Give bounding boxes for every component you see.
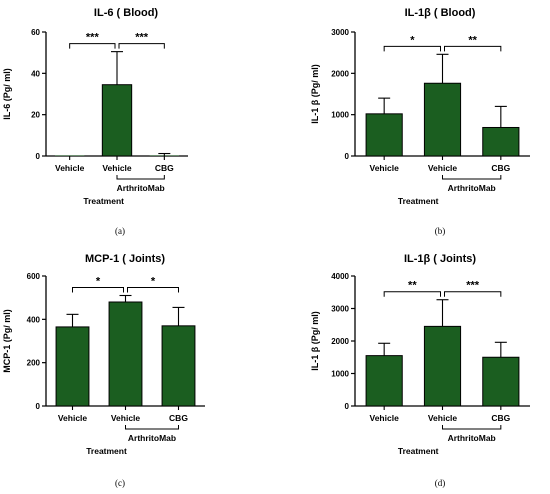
y-tick-label: 3000 [331,305,349,314]
chart-title: IL-6 ( Blood) [94,7,158,19]
group-label: ArthritoMab [117,183,165,193]
group-bracket [125,425,179,430]
chart-panel-1: IL-6 ( Blood) IL-6 (Pg/ ml) 0 20 40 60 Vehicle… [2,7,188,236]
y-tick-label: 2000 [331,337,349,346]
bar-3 [482,126,520,157]
group-label: ArthritoMab [128,433,176,443]
significance-bracket [127,287,179,293]
y-tick-label: 0 [345,152,350,161]
panel-caption: (d) [435,478,446,488]
y-tick-label: 0 [36,152,41,161]
bar-1 [55,326,90,407]
bar-2 [423,82,462,157]
significance-bracket [72,287,124,293]
chart-title: MCP-1 ( Joints) [85,253,165,265]
chart-panel-2: IL-1β ( Blood) IL-1 β (Pg/ ml) 0 1000 2000 30… [310,7,530,236]
y-tick-label: 2000 [331,69,349,78]
group-label: ArthritoMab [448,433,496,443]
bar-3 [482,356,520,407]
bar-1 [365,113,403,157]
y-axis-label: MCP-1 (Pg/ ml) [2,309,12,373]
chart-panel-4: IL-1β ( Joints) IL-1 β (Pg/ ml) 0 1000 2000 3… [310,253,530,488]
panel-caption: (c) [115,478,125,488]
x-category-label: Vehicle [428,413,458,423]
significance-bracket [69,43,116,49]
significance-label: * [96,276,101,288]
significance-label: * [410,34,415,46]
y-axis-label: IL-1 β (Pg/ ml) [310,64,320,124]
x-category-label: Vehicle [58,413,88,423]
x-axis-label: Treatment [83,196,124,206]
group-bracket [442,175,502,180]
chart-title: IL-1β ( Joints) [404,253,476,265]
significance-bracket [444,45,502,52]
x-axis-label: Treatment [86,446,127,456]
y-tick-label: 200 [27,359,41,368]
significance-label: *** [135,32,149,44]
significance-bracket [118,43,165,49]
y-tick-label: 20 [31,111,40,120]
x-category-label: Vehicle [370,163,400,173]
chart-panel-3: MCP-1 ( Joints) MCP-1 (Pg/ ml) 0 200 400 600 V… [2,253,205,488]
x-category-label: Vehicle [111,413,141,423]
y-axis-label: IL-6 (Pg/ ml) [2,68,12,120]
y-tick-label: 0 [345,402,350,411]
y-tick-label: 4000 [331,272,349,281]
group-bracket [116,175,165,180]
y-tick-label: 60 [31,28,40,37]
bar-2 [108,301,143,407]
significance-label: *** [86,32,100,44]
y-tick-label: 1000 [331,111,349,120]
bar-2 [423,325,462,407]
x-category-label: Vehicle [102,163,132,173]
x-axis-label: Treatment [398,446,439,456]
x-category-label: CBG [491,163,510,173]
y-tick-label: 40 [31,69,40,78]
panel-caption: (b) [435,226,446,236]
panel-caption: (a) [115,226,125,236]
y-tick-label: 1000 [331,370,349,379]
x-category-label: Vehicle [428,163,458,173]
significance-label: ** [468,34,477,46]
significance-label: *** [466,280,480,292]
significance-bracket [383,291,441,297]
y-tick-label: 400 [27,315,41,324]
y-tick-label: 600 [27,272,41,281]
bar-2 [101,84,133,157]
group-bracket [442,425,502,430]
y-tick-label: 0 [36,402,41,411]
significance-bracket [383,45,441,52]
x-category-label: CBG [155,163,174,173]
chart-title: IL-1β ( Blood) [405,7,476,19]
bar-3 [161,325,196,407]
significance-label: ** [408,280,417,292]
bar-1 [54,155,85,156]
y-axis-label: IL-1 β (Pg/ ml) [310,311,320,371]
significance-bracket [444,291,502,297]
x-category-label: CBG [169,413,188,423]
x-category-label: Vehicle [370,413,400,423]
group-label: ArthritoMab [448,183,496,193]
x-category-label: CBG [491,413,510,423]
x-axis-label: Treatment [398,196,439,206]
bar-1 [365,355,403,407]
significance-label: * [151,276,156,288]
x-category-label: Vehicle [55,163,85,173]
y-tick-label: 3000 [331,28,349,37]
